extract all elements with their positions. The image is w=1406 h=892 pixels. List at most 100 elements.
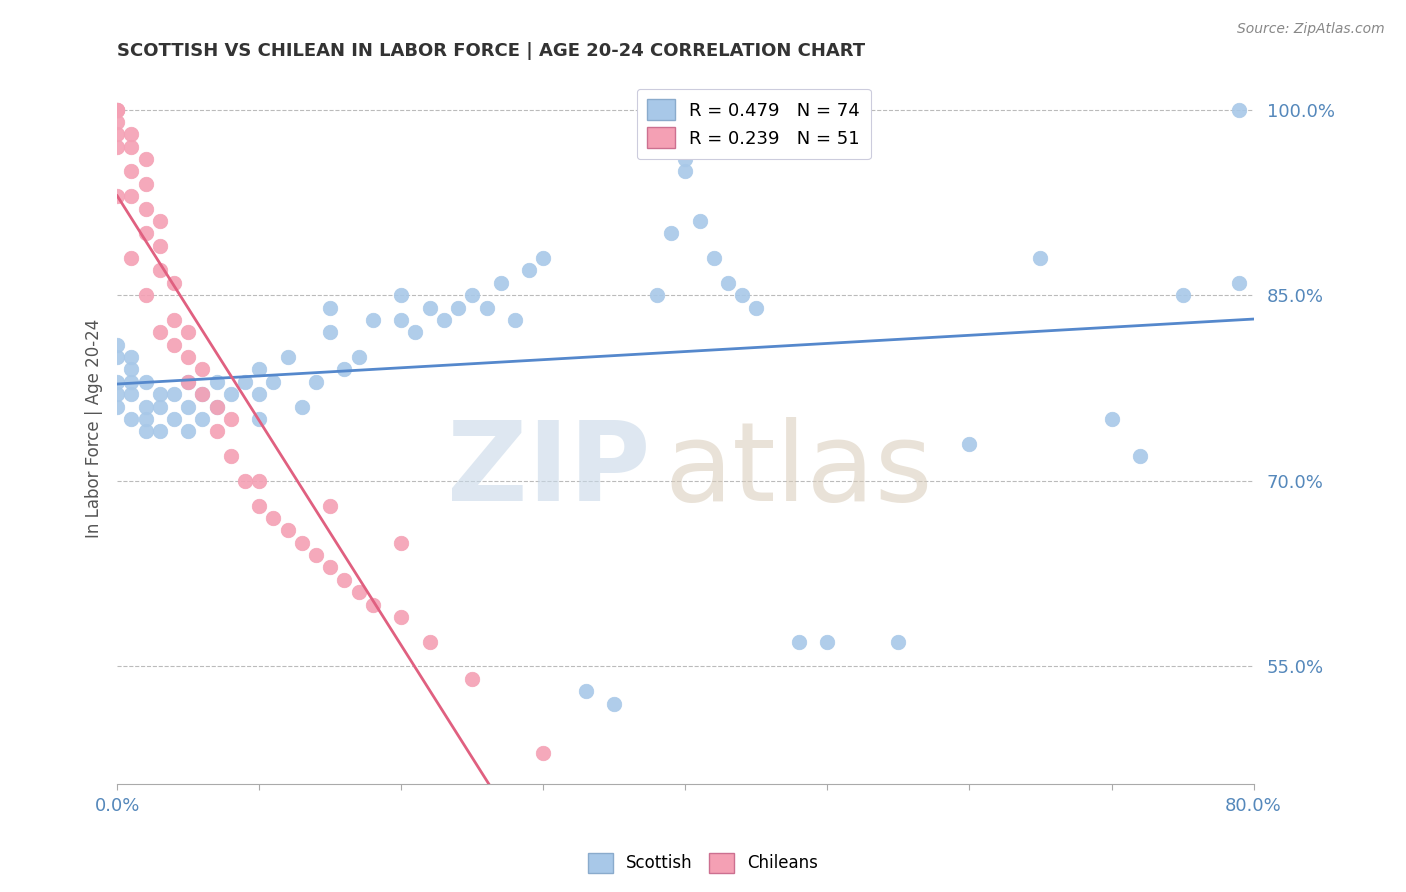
Point: [120, 251, 142, 265]
Point: [247, 412, 270, 426]
Point: [205, 400, 228, 414]
Point: [361, 313, 384, 327]
Point: [319, 326, 342, 340]
Point: [120, 387, 142, 401]
Point: [120, 350, 142, 364]
Point: [787, 634, 810, 648]
Point: [319, 560, 342, 574]
Point: [177, 350, 200, 364]
Point: [389, 535, 412, 549]
Text: Source: ZipAtlas.com: Source: ZipAtlas.com: [1237, 22, 1385, 37]
Point: [815, 634, 838, 648]
Point: [149, 326, 172, 340]
Point: [419, 634, 441, 648]
Point: [163, 313, 186, 327]
Point: [673, 164, 696, 178]
Point: [105, 103, 128, 117]
Point: [105, 337, 128, 351]
Point: [419, 301, 441, 315]
Point: [149, 214, 172, 228]
Point: [461, 288, 484, 302]
Point: [461, 672, 484, 686]
Point: [305, 375, 328, 389]
Point: [405, 326, 427, 340]
Point: [135, 202, 157, 216]
Point: [177, 425, 200, 439]
Point: [333, 573, 356, 587]
Point: [105, 387, 128, 401]
Point: [247, 387, 270, 401]
Point: [120, 362, 142, 376]
Point: [105, 375, 128, 389]
Point: [291, 535, 314, 549]
Point: [247, 474, 270, 488]
Point: [135, 400, 157, 414]
Point: [219, 412, 242, 426]
Point: [105, 400, 128, 414]
Point: [105, 128, 128, 142]
Legend: R = 0.479   N = 74, R = 0.239   N = 51: R = 0.479 N = 74, R = 0.239 N = 51: [637, 88, 870, 159]
Point: [205, 375, 228, 389]
Text: atlas: atlas: [665, 417, 934, 524]
Point: [149, 263, 172, 277]
Point: [1129, 449, 1152, 463]
Point: [105, 103, 128, 117]
Point: [887, 634, 910, 648]
Point: [120, 189, 142, 203]
Point: [262, 511, 284, 525]
Point: [517, 263, 540, 277]
Point: [120, 139, 142, 153]
Point: [135, 375, 157, 389]
Point: [177, 375, 200, 389]
Legend: Scottish, Chileans: Scottish, Chileans: [581, 847, 825, 880]
Point: [105, 189, 128, 203]
Point: [1227, 276, 1250, 290]
Point: [135, 288, 157, 302]
Point: [433, 313, 456, 327]
Point: [105, 139, 128, 153]
Point: [219, 449, 242, 463]
Point: [277, 524, 299, 538]
Point: [689, 214, 711, 228]
Point: [205, 425, 228, 439]
Point: [120, 412, 142, 426]
Point: [389, 313, 412, 327]
Point: [163, 276, 186, 290]
Point: [120, 375, 142, 389]
Point: [531, 746, 554, 760]
Point: [163, 337, 186, 351]
Point: [361, 598, 384, 612]
Text: ZIP: ZIP: [447, 417, 651, 524]
Point: [305, 548, 328, 562]
Point: [135, 177, 157, 191]
Point: [233, 474, 256, 488]
Point: [603, 697, 626, 711]
Point: [489, 276, 512, 290]
Point: [105, 115, 128, 129]
Point: [135, 412, 157, 426]
Point: [1101, 412, 1123, 426]
Point: [389, 288, 412, 302]
Point: [149, 400, 172, 414]
Point: [575, 684, 598, 698]
Point: [347, 350, 370, 364]
Point: [1029, 251, 1052, 265]
Point: [389, 610, 412, 624]
Point: [347, 585, 370, 599]
Point: [149, 238, 172, 252]
Point: [219, 387, 242, 401]
Point: [959, 436, 981, 450]
Point: [291, 400, 314, 414]
Point: [191, 387, 214, 401]
Point: [745, 301, 768, 315]
Point: [120, 164, 142, 178]
Point: [262, 375, 284, 389]
Text: SCOTTISH VS CHILEAN IN LABOR FORCE | AGE 20-24 CORRELATION CHART: SCOTTISH VS CHILEAN IN LABOR FORCE | AGE…: [117, 42, 865, 60]
Point: [277, 350, 299, 364]
Point: [149, 387, 172, 401]
Point: [475, 301, 498, 315]
Point: [177, 326, 200, 340]
Point: [645, 288, 668, 302]
Point: [731, 288, 754, 302]
Point: [135, 425, 157, 439]
